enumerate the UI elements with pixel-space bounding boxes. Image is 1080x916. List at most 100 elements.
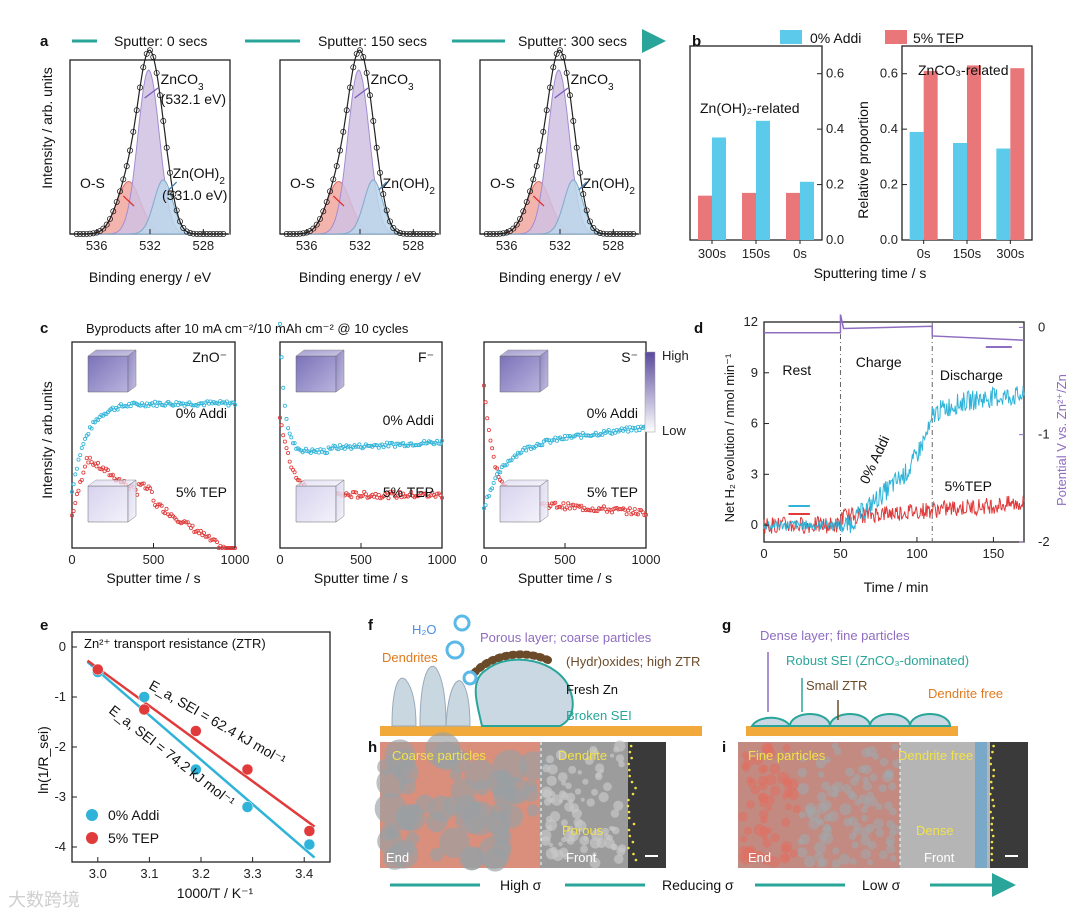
panel-f-letter: f (368, 617, 374, 634)
fine-particle (762, 838, 772, 848)
tof-point-tep (561, 501, 566, 506)
tof-point-addi (337, 443, 342, 448)
xps-data-point (327, 188, 333, 195)
xps-data-point (210, 231, 217, 237)
xps-data-point (390, 225, 397, 231)
tof-point-addi (92, 420, 97, 425)
dense-layer (750, 713, 952, 730)
tof-point-tep (593, 508, 598, 513)
xps-data-point (133, 107, 140, 114)
xps-tick-label: 532 (139, 238, 161, 253)
tof-cube-side (127, 479, 137, 523)
fine-particle (783, 788, 793, 798)
porous-particle (589, 857, 601, 869)
dendrite-edge-dot (627, 762, 631, 766)
fine-particle (792, 804, 801, 814)
h2-bubble (453, 614, 471, 632)
dendrite-edge-dot (631, 792, 635, 796)
fine-particle (817, 771, 825, 778)
bar-addi (996, 148, 1011, 240)
porous-particle (586, 798, 595, 807)
xps-data-point (363, 69, 370, 76)
tof-point-tep (292, 470, 297, 475)
h2-bubble (462, 670, 478, 686)
tof-point-tep (627, 506, 632, 511)
label-dense-i: Dense (916, 823, 954, 838)
fine-particle (754, 756, 764, 766)
tof-point-tep (281, 433, 286, 438)
tof-ion-label: ZnO⁻ (192, 349, 227, 365)
legend-0-addi-e: 0% Addi (108, 807, 159, 823)
porous-particle (546, 755, 555, 764)
pot-ytick-label: 0 (1038, 319, 1045, 334)
fine-particle (868, 797, 878, 807)
xps-data-point (553, 50, 560, 57)
tof-point-addi (345, 444, 350, 449)
tof-point-addi (229, 400, 234, 405)
coarse-particle (380, 822, 399, 841)
dendrite-free-edge-dot (992, 774, 995, 778)
coarse-particle (496, 829, 512, 845)
fine-particle (768, 856, 780, 868)
fine-particle (783, 777, 792, 786)
subscript: 3 (408, 82, 414, 93)
xps-data-point (203, 231, 210, 237)
tof-point-tep (198, 528, 203, 533)
tof-point-addi (493, 476, 498, 481)
tof-point-addi (324, 450, 329, 455)
xps-znoh2-energy: (531.0 eV) (162, 187, 227, 203)
sigma-arrow: High σ Reducing σ Low σ (390, 873, 1016, 897)
fine-particle (746, 800, 755, 809)
fine-particle (886, 839, 894, 847)
tof-point-addi (631, 425, 636, 430)
tof-point-addi (509, 458, 514, 463)
dendrite-edge-dot (627, 798, 630, 802)
fine-particle (878, 784, 887, 793)
xps-data-point (343, 107, 350, 114)
tof-cube-face (499, 355, 541, 393)
label-porous-layer: Porous layer; coarse particles (480, 630, 652, 645)
porous-particle (559, 847, 569, 857)
subscript: 2 (219, 176, 225, 187)
xps-data-point (283, 231, 290, 237)
xps-tick-label: 528 (402, 238, 424, 253)
tof-point-addi (86, 431, 91, 436)
bar-tep (698, 195, 712, 240)
tof-point-tep (349, 495, 354, 500)
xps-data-point (160, 118, 167, 124)
tof-point-addi (289, 435, 294, 440)
bar-category-label: 150s (742, 246, 771, 261)
label-reducing-sigma: Reducing σ (662, 877, 734, 893)
label-h2o: H₂O (412, 622, 437, 637)
tof-point-tep (83, 464, 88, 469)
fine-particle (827, 810, 839, 822)
xps-pointer (168, 181, 178, 191)
xps-data-point (177, 218, 183, 225)
xps-data-point (577, 169, 583, 176)
panel-d-ylabel-left: Net H₂ evolution / nmol min⁻¹ (722, 353, 737, 522)
xps-data-point (537, 147, 543, 154)
tof-point-addi (321, 447, 326, 452)
h2-frame (763, 321, 1025, 543)
tof-point-addi (514, 454, 519, 459)
legend-marker-0-addi (86, 809, 98, 821)
fine-particle (738, 811, 748, 822)
subscript: 3 (608, 82, 614, 93)
tof-point-tep (642, 513, 647, 518)
sem-edge-region (628, 742, 666, 868)
fine-particle (754, 850, 764, 861)
xps-data-point (357, 47, 363, 54)
tof-point-tep (579, 503, 584, 508)
porous-particle (579, 835, 590, 846)
tof-point-tep (396, 493, 401, 498)
h2-trace-addi (763, 385, 1025, 534)
tof-point-tep (354, 490, 359, 495)
xps-pointer (354, 87, 369, 99)
fine-particle (862, 781, 873, 791)
pot-ytick-label: -1 (1038, 427, 1050, 442)
h2-bubble (445, 640, 465, 660)
tof-cube-side (539, 349, 549, 393)
tof-point-addi (626, 429, 631, 434)
xps-data-point (87, 230, 93, 237)
zn-substrate (380, 726, 702, 736)
